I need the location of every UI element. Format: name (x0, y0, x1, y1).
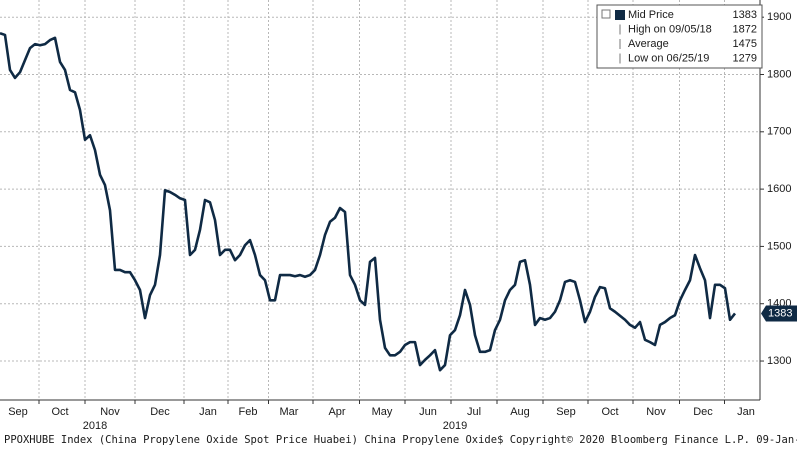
y-tick-label: 1300 (767, 355, 791, 367)
price-line (0, 32, 737, 372)
legend-toggle (601, 9, 611, 19)
footer: PPOXHUBE Index (China Propylene Oxide Sp… (4, 434, 797, 446)
last-value-label: 1383 (768, 307, 792, 319)
x-tick-label: Oct (51, 406, 68, 418)
x-tick-label: Sep (8, 406, 28, 418)
year-label: 2018 (83, 420, 107, 432)
y-tick-label: 1900 (767, 11, 791, 23)
legend-value: 1872 (733, 23, 757, 35)
y-tick-label: 1700 (767, 126, 791, 138)
legend-label: Average (628, 38, 669, 50)
x-tick-label: Jan (199, 406, 217, 418)
x-tick-label: Dec (693, 406, 713, 418)
x-tick-label: Aug (510, 406, 530, 418)
legend-value: 1475 (733, 38, 757, 50)
x-tick-label: Sep (556, 406, 576, 418)
y-tick-label: 1600 (767, 183, 791, 195)
x-tick-label: Oct (601, 406, 618, 418)
legend-label: High on 09/05/18 (628, 23, 712, 35)
x-tick-label: Nov (646, 406, 666, 418)
x-tick-label: Jan (737, 406, 755, 418)
year-label: 2019 (443, 420, 467, 432)
y-tick-label: 1800 (767, 68, 791, 80)
legend-swatch (615, 10, 625, 20)
legend-label: Mid Price (628, 9, 674, 21)
x-tick-label: May (372, 406, 393, 418)
x-tick-label: Apr (328, 406, 345, 418)
legend-label: Low on 06/25/19 (628, 52, 709, 64)
x-tick-label: Feb (239, 406, 258, 418)
x-tick-label: Nov (100, 406, 120, 418)
x-tick-label: Jun (419, 406, 437, 418)
x-tick-label: Mar (280, 406, 299, 418)
x-tick-label: Jul (467, 406, 481, 418)
legend-value: 1383 (733, 9, 757, 21)
y-tick-label: 1500 (767, 240, 791, 252)
x-tick-label: Dec (150, 406, 170, 418)
legend-value: 1279 (733, 52, 757, 64)
last-value-tag (761, 305, 797, 322)
